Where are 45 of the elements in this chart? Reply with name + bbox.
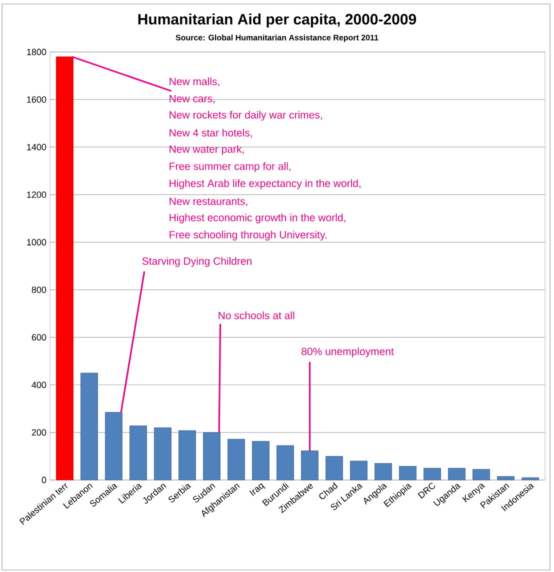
- bar: [301, 450, 318, 480]
- annotation: Free schooling through University.: [170, 230, 326, 240]
- y-tick-label: 600: [32, 334, 46, 341]
- annotation: Highest economic growth in the world,: [170, 214, 346, 224]
- y-tick-label: 1600: [27, 96, 46, 103]
- annotation: New restaurants,: [170, 198, 248, 206]
- bar: [130, 426, 147, 480]
- bar: [105, 412, 122, 480]
- annotation: Free summer camp for all,: [170, 162, 290, 172]
- y-tick-label: 1400: [27, 144, 46, 150]
- bar: [374, 463, 392, 480]
- y-tick-label: 200: [32, 429, 46, 436]
- annotation: No schools at all: [218, 311, 294, 320]
- bar: [276, 445, 294, 480]
- y-tick-label: 800: [32, 286, 46, 293]
- bar: [424, 468, 441, 480]
- bar: [154, 427, 172, 480]
- annotation: New rockets for daily war crimes,: [170, 110, 322, 121]
- bar: [522, 477, 539, 480]
- annotation: Highest Arab life expectancy in the world,: [170, 179, 360, 190]
- annotation: Starving Dying Children: [142, 257, 252, 267]
- bar: [80, 372, 98, 480]
- annotation: New malls,: [170, 77, 220, 86]
- bar: [326, 456, 343, 480]
- annotation: New 4 star hotels,: [170, 128, 252, 138]
- y-tick-label: 1800: [27, 48, 46, 56]
- bar: [497, 476, 514, 480]
- annotation: New water park,: [170, 145, 244, 155]
- annotation: 80% unemployment: [302, 347, 394, 358]
- bar: [448, 468, 466, 480]
- bar: [399, 466, 416, 480]
- chart-subtitle: Source: Global Humanitarian Assistance Report 2011: [176, 34, 378, 42]
- bar: [56, 56, 74, 480]
- y-tick-label: 400: [32, 382, 46, 388]
- y-tick-label: 0: [42, 476, 46, 484]
- y-tick-label: 1000: [27, 239, 46, 246]
- bar: [350, 460, 368, 480]
- bar: [228, 438, 245, 480]
- bar: [203, 432, 220, 480]
- bar: [472, 469, 490, 480]
- bar: [252, 441, 270, 480]
- annotation: New cars,: [170, 94, 215, 104]
- y-tick-label: 1200: [27, 191, 46, 198]
- bar: [178, 430, 196, 480]
- chart-title: Humanitarian Aid per capita, 2000-2009: [138, 14, 416, 28]
